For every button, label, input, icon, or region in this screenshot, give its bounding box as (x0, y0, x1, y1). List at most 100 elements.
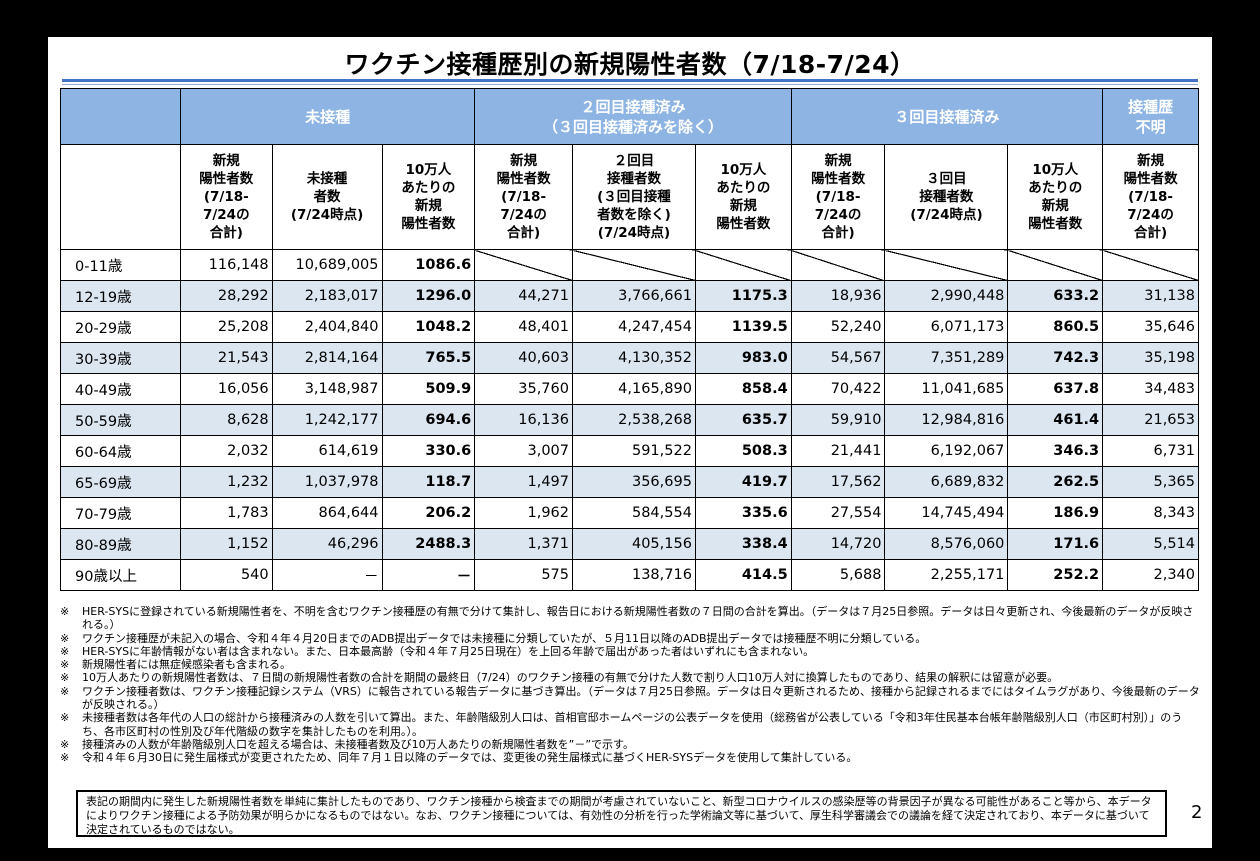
value-cell: 1,497 (474, 466, 573, 498)
value-cell: 983.0 (694, 342, 792, 374)
corner-cell-2 (60, 144, 181, 250)
age-group-cell: 65-69歳 (60, 466, 181, 498)
footnote-text: 令和４年６月30日に発生届様式が変更されたため、同年７月１日以降のデータでは、変… (82, 751, 858, 765)
value-cell: 17,562 (790, 466, 886, 498)
value-cell: 1,783 (179, 497, 273, 529)
group-unknown: 接種歴 不明 (1102, 88, 1199, 145)
table-row: 65-69歳 1,232 1,037,978 118.7 1,497 356,695 419… (60, 466, 1199, 498)
group-two-doses: ２回目接種済み （３回目接種済みを除く） (474, 88, 792, 145)
page-number: 2 (1191, 802, 1203, 823)
value-cell: 7,351,289 (884, 342, 1009, 374)
value-cell: 694.6 (381, 404, 476, 436)
value-cell: 356,695 (572, 466, 696, 498)
value-cell: 4,247,454 (572, 311, 696, 343)
age-group-cell: 0-11歳 (60, 249, 181, 281)
value-cell: 8,343 (1102, 497, 1199, 529)
footnote-mark: ※ (60, 605, 70, 618)
value-cell: 742.3 (1007, 342, 1104, 374)
footnote-text: HER-SYSに年齢情報がない者は含まれない。また、日本最高齢（令和４年７月25… (82, 644, 815, 658)
value-cell: 509.9 (381, 373, 476, 405)
value-cell: 252.2 (1007, 559, 1104, 591)
footnote: ※ HER-SYSに年齢情報がない者は含まれない。また、日本最高齢（令和４年７月2… (60, 645, 1200, 658)
value-cell: 10,689,005 (271, 249, 383, 281)
value-cell: 25,208 (179, 311, 273, 343)
value-cell: 1,371 (474, 528, 573, 560)
footnote: ※ HER-SYSに登録されている新規陽性者を、不明を含むワクチン接種歴の有無で分… (60, 605, 1200, 632)
value-cell: 858.4 (694, 373, 792, 405)
value-cell: 1,242,177 (271, 404, 383, 436)
value-cell: 3,766,661 (572, 280, 696, 312)
footnote-text: 10万人あたりの新規陽性者数は、７日間の新規陽性者数の合計を期間の最終日（7/2… (82, 671, 1059, 685)
value-cell: 40,603 (474, 342, 573, 374)
value-cell: 11,041,685 (884, 373, 1009, 405)
page-title: ワクチン接種歴別の新規陽性者数（7/18-7/24） (344, 50, 916, 79)
footnote-mark: ※ (60, 631, 70, 645)
footnote-mark: ※ (60, 644, 70, 658)
value-cell: 27,554 (790, 497, 886, 529)
value-cell: 1139.5 (694, 311, 792, 343)
value-cell: 6,689,832 (884, 466, 1009, 498)
value-cell: 540 (179, 559, 273, 591)
value-cell: 206.2 (381, 497, 476, 529)
value-cell: 335.6 (694, 497, 792, 529)
value-cell: 2,183,017 (271, 280, 383, 312)
not-applicable-cell (572, 249, 696, 281)
column-header: 10万人 あたりの 新規 陽性者数 (381, 144, 476, 250)
value-cell: 461.4 (1007, 404, 1104, 436)
value-cell: 414.5 (694, 559, 792, 591)
column-header: 新規 陽性者数 (7/18- 7/24の 合計) (474, 144, 573, 250)
value-cell: 346.3 (1007, 435, 1104, 467)
value-cell: 186.9 (1007, 497, 1104, 529)
value-cell: 614,619 (271, 435, 383, 467)
value-cell: 18,936 (790, 280, 886, 312)
footnote-mark: ※ (60, 684, 70, 698)
value-cell: 46,296 (271, 528, 383, 560)
not-applicable-cell (474, 249, 573, 281)
value-cell: 35,198 (1102, 342, 1199, 374)
age-group-cell: 30-39歳 (60, 342, 181, 374)
value-cell: 70,422 (790, 373, 886, 405)
not-applicable-cell (1007, 249, 1104, 281)
value-cell: 2,990,448 (884, 280, 1009, 312)
value-cell: 3,007 (474, 435, 573, 467)
slide: ワクチン接種歴別の新規陽性者数（7/18-7/24） 未接種 ２回目接種済み （３… (48, 37, 1212, 848)
table-row: 40-49歳 16,056 3,148,987 509.9 35,760 4,165,89… (60, 373, 1199, 405)
value-cell: 1086.6 (381, 249, 476, 281)
value-cell: 2,255,171 (884, 559, 1009, 591)
value-cell: 14,720 (790, 528, 886, 560)
age-group-cell: 40-49歳 (60, 373, 181, 405)
value-cell: 633.2 (1007, 280, 1104, 312)
not-applicable-cell (694, 249, 792, 281)
table-row: 70-79歳 1,783 864,644 206.2 1,962 584,554 335.6… (60, 497, 1199, 529)
footnote-mark: ※ (60, 671, 70, 685)
value-cell: 635.7 (694, 404, 792, 436)
value-cell: 171.6 (1007, 528, 1104, 560)
value-cell: 6,731 (1102, 435, 1199, 467)
footnotes: ※ HER-SYSに登録されている新規陽性者を、不明を含むワクチン接種歴の有無で分… (60, 605, 1200, 765)
table-row: 30-39歳 21,543 2,814,164 765.5 40,603 4,130,35… (60, 342, 1199, 374)
value-cell: 338.4 (694, 528, 792, 560)
footnote: ※ 10万人あたりの新規陽性者数は、７日間の新規陽性者数の合計を期間の最終日（7/… (60, 671, 1200, 684)
column-header: 10万人 あたりの 新規 陽性者数 (1007, 144, 1104, 250)
value-cell: 116,148 (179, 249, 273, 281)
column-header: 新規 陽性者数 (7/18- 7/24の 合計) (179, 144, 273, 250)
value-cell: 34,483 (1102, 373, 1199, 405)
group-three-doses: ３回目接種済み (790, 88, 1104, 145)
footnote: ※ ワクチン接種者数は、ワクチン接種記録システム（VRS）に報告されている報告デー… (60, 685, 1200, 712)
value-cell: 2,340 (1102, 559, 1199, 591)
value-cell: 8,628 (179, 404, 273, 436)
column-header: 新規 陽性者数 (7/18- 7/24の 合計) (790, 144, 886, 250)
value-cell: 1296.0 (381, 280, 476, 312)
value-cell: 1048.2 (381, 311, 476, 343)
value-cell: 1,232 (179, 466, 273, 498)
group-unvaccinated: 未接種 (179, 88, 476, 145)
footnote-text: 未接種者数は各年代の人口の総計から接種済みの人数を引いて算出。また、年齢階級別人… (82, 711, 1183, 738)
footnote: ※ ワクチン接種歴が未記入の場合、令和４年４月20日までのADB提出データでは未接… (60, 632, 1200, 645)
value-cell: 3,148,987 (271, 373, 383, 405)
not-applicable-cell (790, 249, 886, 281)
corner-cell (60, 88, 181, 145)
not-applicable-cell (884, 249, 1009, 281)
disclaimer-box: 表記の期間内に発生した新規陽性者数を単純に集計したものであり、ワクチン接種から検… (76, 790, 1167, 837)
value-cell: 591,522 (572, 435, 696, 467)
footnote-text: ワクチン接種歴が未記入の場合、令和４年４月20日までのADB提出データでは未接種… (82, 631, 927, 645)
